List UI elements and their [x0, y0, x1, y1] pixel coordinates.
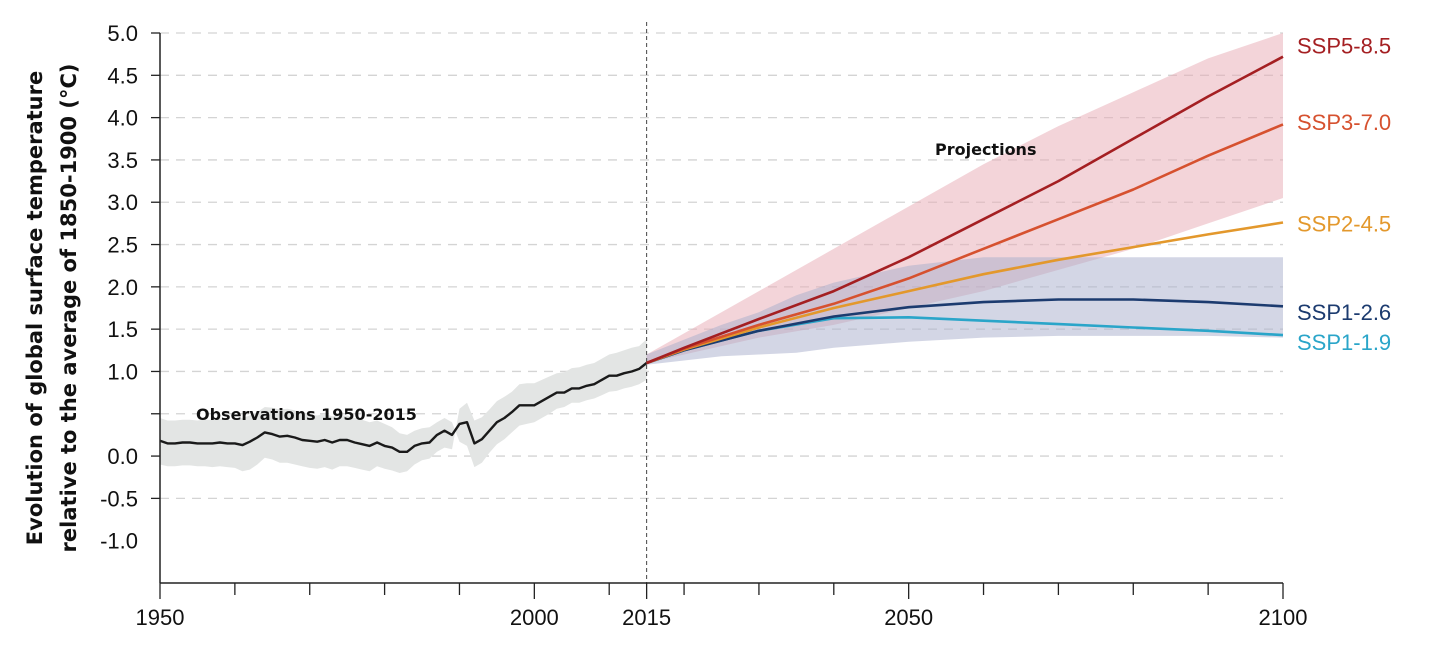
series-labels: SSP5-8.5 SSP3-7.0 SSP2-4.5 SSP1-2.6 SSP1-1.9: [1297, 34, 1391, 355]
x-tick-label: 1950: [136, 605, 185, 630]
x-tick-label: 2050: [884, 605, 933, 630]
y-axis-title-line2: relative to the average of 1850-1900 (°C…: [57, 64, 81, 553]
y-tick-label: 3.0: [107, 190, 138, 215]
observations-band: [160, 339, 647, 473]
y-tick-label: 4.0: [107, 106, 138, 131]
annotation-observations: Observations 1950-2015: [196, 405, 417, 424]
series-label-ssp2-4-5: SSP2-4.5: [1297, 211, 1391, 236]
y-tick-label: 2.0: [107, 275, 138, 300]
series-lines: [159, 55, 1284, 453]
y-tick-label: 3.5: [107, 148, 138, 173]
y-tick-label: -0.5: [100, 486, 138, 511]
observations-line: [159, 362, 648, 453]
uncertainty-bands: [160, 33, 1283, 473]
series-label-ssp5-8-5: SSP5-8.5: [1297, 34, 1391, 59]
series-label-ssp1-1-9: SSP1-1.9: [1297, 330, 1391, 355]
series-line-ssp5-8-5: [646, 55, 1284, 365]
tick-labels: 5.0 4.5 4.0 3.5 3.0 2.5 2.0 1.5 1.0 0.0 -0.5 -1.0 19…: [100, 21, 1307, 630]
y-tick-label: 0.0: [107, 444, 138, 469]
y-tick-label: 1.0: [107, 359, 138, 384]
series-label-ssp3-7-0: SSP3-7.0: [1297, 110, 1391, 135]
series-line-ssp2-4-5: [646, 221, 1284, 365]
y-axis-title: Evolution of global surface temperature …: [23, 64, 81, 553]
axes: [151, 32, 1284, 599]
x-tick-label: 2015: [622, 605, 671, 630]
band-ssp5-8-5: [646, 33, 1283, 363]
annotation-projections: Projections: [935, 140, 1036, 159]
y-tick-label: 2.5: [107, 233, 138, 258]
y-tick-label: 1.5: [107, 317, 138, 342]
series-label-ssp1-2-6: SSP1-2.6: [1297, 300, 1391, 325]
y-tick-label: -1.0: [100, 529, 138, 554]
y-axis-title-line1: Evolution of global surface temperature: [23, 71, 47, 545]
x-tick-label: 2000: [510, 605, 559, 630]
series-line-ssp1-2-6: [646, 298, 1284, 365]
x-tick-label: 2100: [1259, 605, 1308, 630]
band-ssp1-2-6: [646, 257, 1283, 365]
y-tick-label: 4.5: [107, 63, 138, 88]
series-line-ssp3-7-0: [646, 123, 1284, 365]
y-tick-label: 5.0: [107, 21, 138, 46]
